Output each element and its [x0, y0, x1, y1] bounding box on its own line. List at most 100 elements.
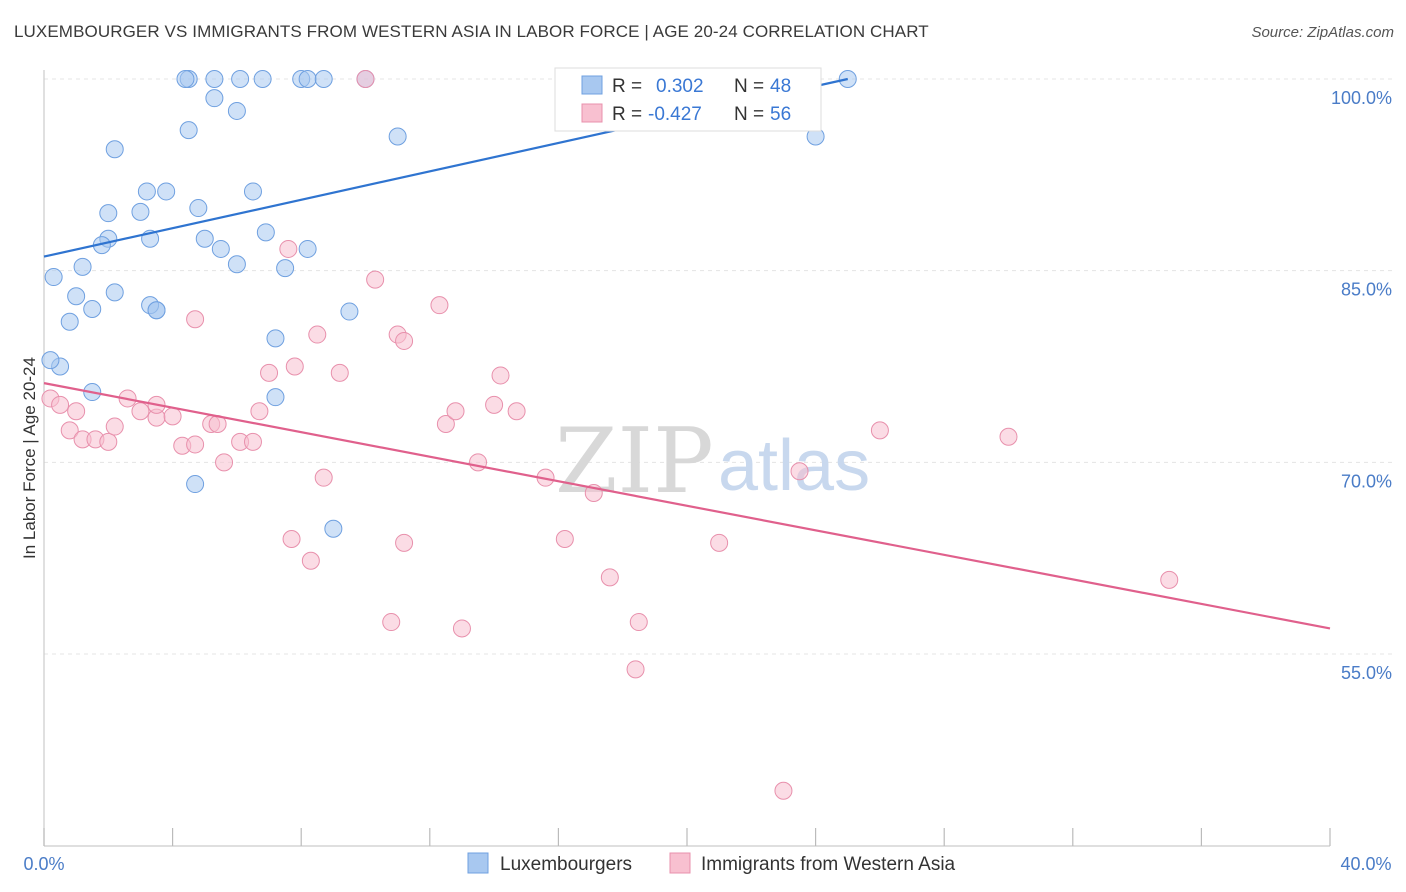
trend-line-immigrants-western-asia — [43, 382, 1331, 630]
data-point — [189, 199, 208, 218]
data-point — [469, 453, 488, 472]
data-point — [1160, 570, 1179, 589]
data-point — [131, 202, 150, 221]
data-point — [790, 462, 809, 481]
data-point — [600, 568, 619, 587]
data-point — [231, 70, 250, 88]
data-point — [44, 268, 63, 287]
data-point — [205, 89, 224, 108]
data-point — [340, 302, 359, 321]
chart-title: LUXEMBOURGER VS IMMIGRANTS FROM WESTERN … — [14, 22, 929, 41]
data-point — [60, 421, 79, 440]
data-point — [301, 551, 320, 570]
data-point — [256, 223, 275, 242]
data-point — [507, 402, 526, 421]
data-point — [243, 432, 262, 451]
data-point — [324, 519, 343, 538]
data-point — [67, 287, 86, 306]
data-point — [105, 283, 124, 302]
data-point — [51, 395, 70, 414]
stats-legend-n-value: 48 — [770, 76, 791, 97]
data-point — [163, 407, 182, 426]
data-point — [485, 395, 504, 414]
data-point — [215, 453, 234, 472]
data-point — [282, 530, 301, 548]
data-point — [870, 421, 889, 440]
series-legend: Luxembourgers Immigrants from Western As… — [467, 852, 956, 875]
data-point — [382, 613, 401, 632]
stats-legend-r-value: 0.302 — [656, 76, 704, 97]
y-axis-title: In Labor Force | Age 20-24 — [20, 357, 39, 559]
y-tick-label: 55.0% — [1341, 663, 1392, 683]
watermark-zip: ZIP — [555, 409, 714, 514]
data-point — [285, 357, 304, 376]
data-point — [436, 415, 455, 433]
data-point — [195, 229, 214, 248]
data-point — [366, 270, 385, 289]
data-point — [279, 239, 298, 258]
series-luxembourgers — [41, 70, 857, 538]
data-point — [99, 204, 118, 223]
data-point — [999, 427, 1018, 446]
stats-legend-n-label: N = — [734, 104, 764, 125]
data-point — [388, 127, 407, 146]
data-point — [227, 101, 246, 120]
data-point — [710, 533, 729, 552]
data-point — [555, 530, 574, 548]
data-point — [243, 182, 262, 201]
stats-legend: R = 0.302 N = 48 R = -0.427 N = 56 — [554, 67, 822, 132]
y-tick-label: 70.0% — [1341, 471, 1392, 491]
stats-legend-r-value: -0.427 — [648, 104, 702, 125]
data-point — [186, 310, 205, 329]
data-point — [395, 331, 414, 350]
data-point — [250, 402, 269, 421]
data-point — [298, 70, 317, 88]
data-point — [314, 70, 333, 88]
x-ticks — [43, 828, 1331, 846]
stats-legend-n-label: N = — [734, 76, 764, 97]
data-point — [330, 363, 349, 382]
data-point — [41, 351, 60, 370]
chart-source: Source: ZipAtlas.com — [1251, 24, 1394, 41]
data-point — [629, 613, 648, 632]
stats-legend-n-value: 56 — [770, 104, 791, 125]
data-point — [356, 70, 375, 88]
data-point — [298, 239, 317, 258]
data-point — [276, 259, 295, 278]
data-point — [227, 255, 246, 274]
data-point — [266, 388, 285, 407]
x-tick-label-max: 40.0% — [1340, 854, 1391, 874]
stats-legend-r-label: R = — [612, 76, 642, 97]
data-point — [314, 468, 333, 487]
y-tick-label: 85.0% — [1341, 280, 1392, 300]
data-point — [774, 781, 793, 800]
data-point — [395, 533, 414, 552]
series-immigrants-western-asia — [41, 70, 1179, 800]
grid — [44, 78, 1394, 655]
data-point — [266, 329, 285, 348]
data-point — [60, 312, 79, 331]
data-point — [137, 182, 156, 201]
stats-legend-swatch-luxembourgers — [581, 75, 603, 95]
data-point — [308, 325, 327, 344]
data-point — [260, 363, 279, 382]
data-point — [157, 182, 176, 201]
data-point — [186, 475, 205, 494]
data-point — [186, 435, 205, 454]
data-point — [105, 417, 124, 436]
stats-legend-swatch-immigrants — [581, 103, 603, 123]
data-point — [452, 619, 471, 638]
data-point — [626, 660, 645, 679]
stats-legend-r-label: R = — [612, 104, 642, 125]
legend-label-immigrants: Immigrants from Western Asia — [701, 854, 956, 875]
x-tick-label-min: 0.0% — [23, 854, 64, 874]
data-point — [446, 402, 465, 421]
data-point — [105, 140, 124, 159]
data-point — [211, 239, 230, 258]
y-tick-label: 100.0% — [1331, 88, 1392, 108]
data-point — [430, 296, 449, 315]
legend-label-luxembourgers: Luxembourgers — [500, 854, 632, 875]
data-point — [99, 432, 118, 451]
data-point — [73, 257, 92, 276]
